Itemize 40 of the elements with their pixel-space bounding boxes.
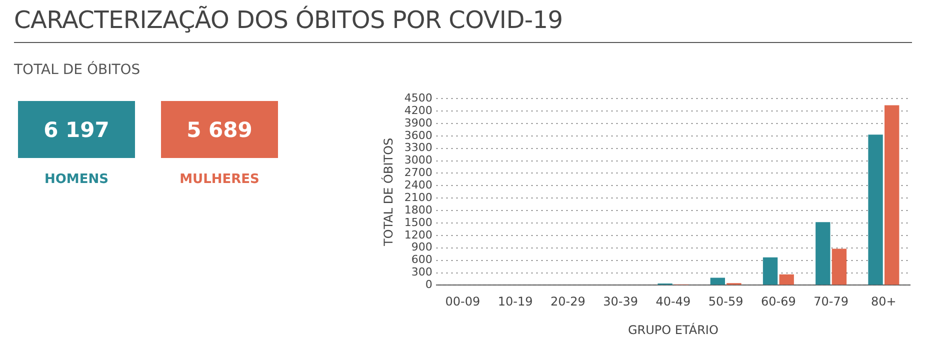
bar — [762, 257, 778, 285]
text: TOTAL DE ÓBITOS — [14, 62, 140, 78]
x-tick-label: 40-49 — [656, 294, 691, 309]
bar — [710, 278, 726, 285]
bar — [816, 222, 830, 285]
x-tick-label: 70-79 — [814, 294, 849, 309]
text: CARACTERIZAÇÃO DOS ÓBITOS POR COVID-19 — [14, 6, 912, 43]
y-tick-label: 4200 — [404, 104, 432, 117]
bar — [868, 134, 883, 285]
category-label: MULHERES — [178, 172, 260, 187]
text: 6 197 — [44, 118, 110, 142]
x-axis-title: GRUPO ETÁRIO — [628, 322, 718, 337]
x-tick-label: 00-09 — [445, 294, 480, 309]
y-axis-title: TOTAL DE ÓBITOS — [380, 138, 396, 247]
y-tick-label: 3900 — [404, 116, 432, 130]
bar — [884, 105, 900, 285]
y-tick-label: 300 — [411, 266, 432, 279]
y-tick-label: 2400 — [404, 178, 432, 192]
y-tick-label: 3600 — [404, 128, 432, 142]
y-tick-label: 900 — [411, 240, 432, 254]
y-tick-label: 2700 — [404, 166, 432, 180]
y-tick-label: 1500 — [404, 216, 432, 229]
x-tick-label: 30-39 — [603, 294, 638, 309]
y-tick-label: 600 — [411, 253, 432, 266]
y-tick-label: 1800 — [404, 203, 432, 216]
y-tick-label: 4500 — [404, 91, 432, 104]
bar — [832, 248, 847, 285]
bar — [779, 274, 794, 285]
y-tick-label: 0 — [425, 278, 432, 292]
category-label: HOMENS — [44, 172, 110, 187]
x-tick-label: 60-69 — [761, 294, 796, 309]
x-tick-label: 20-29 — [550, 294, 586, 309]
y-tick-label: 1200 — [404, 228, 432, 242]
y-tick-label: 3300 — [404, 141, 432, 154]
y-tick-label: 2100 — [404, 190, 432, 204]
text: 5 689 — [186, 118, 252, 142]
x-tick-label: 50-59 — [708, 294, 744, 309]
x-tick-label: 80+ — [871, 294, 896, 309]
y-tick-label: 3000 — [404, 154, 432, 167]
x-tick-label: 10-19 — [498, 294, 533, 309]
